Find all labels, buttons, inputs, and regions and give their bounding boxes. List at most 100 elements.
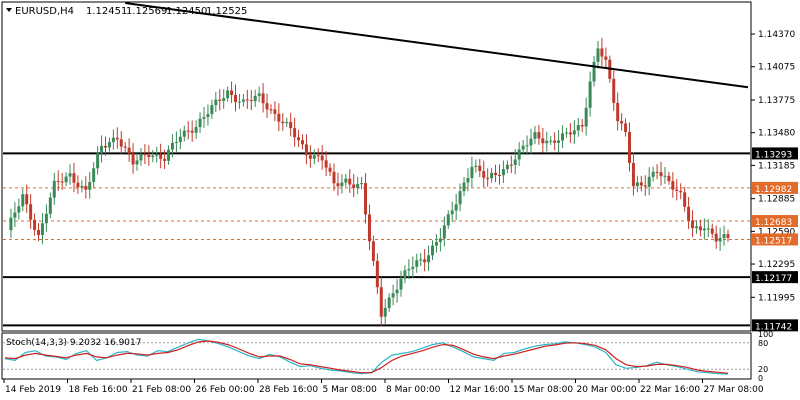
bearish-candle [553, 140, 557, 143]
bearish-candle [671, 181, 675, 190]
bullish-candle [564, 132, 568, 134]
bearish-candle [687, 206, 691, 221]
bullish-candle [647, 176, 651, 187]
bearish-candle [304, 144, 308, 156]
bullish-candle [167, 149, 171, 161]
stochastic-tick-label: 100 [758, 330, 773, 339]
bearish-candle [655, 171, 659, 173]
bullish-candle [356, 183, 360, 188]
bullish-candle [470, 166, 474, 178]
bearish-candle [316, 155, 320, 157]
bearish-candle [234, 94, 238, 102]
bullish-candle [545, 140, 549, 144]
bearish-candle [509, 164, 513, 166]
bearish-candle [60, 181, 64, 183]
bearish-candle [336, 183, 340, 187]
bullish-candle [529, 138, 533, 146]
bearish-candle [127, 147, 131, 154]
bullish-candle [139, 154, 143, 161]
bearish-candle [367, 214, 371, 242]
bullish-candle [576, 125, 580, 131]
bearish-candle [308, 155, 312, 159]
price-tick-label: 1.13775 [758, 96, 795, 106]
bearish-candle [332, 171, 336, 184]
price-tick-label: 1.12590 [758, 227, 795, 237]
symbol-label: EURUSD,H4 [15, 6, 74, 17]
bullish-candle [722, 234, 726, 239]
bearish-candle [726, 234, 730, 238]
bullish-candle [198, 118, 202, 128]
bullish-candle [399, 278, 403, 290]
bullish-candle [517, 149, 521, 160]
bullish-candle [312, 155, 316, 159]
price-level-label: 1.12683 [755, 218, 792, 228]
bullish-candle [88, 181, 92, 190]
bullish-candle [706, 228, 710, 230]
bullish-candle [48, 197, 52, 214]
bullish-candle [525, 145, 529, 147]
time-tick-label: 22 Mar 16:00 [640, 385, 700, 395]
bullish-candle [52, 180, 56, 198]
bullish-candle [391, 293, 395, 298]
price-level-tag [752, 215, 798, 228]
bearish-candle [371, 241, 375, 261]
bearish-candle [375, 260, 379, 288]
bullish-candle [462, 182, 466, 192]
bullish-candle [434, 242, 438, 246]
resistance-trendline[interactable] [125, 2, 749, 89]
bearish-candle [289, 121, 293, 129]
bullish-candle [241, 99, 245, 102]
bearish-candle [482, 171, 486, 178]
price-level-tag [752, 181, 798, 194]
time-tick-label: 28 Feb 16:00 [259, 385, 318, 395]
price-tick-label: 1.14370 [758, 30, 795, 40]
bearish-candle [710, 228, 714, 234]
bullish-candle [174, 142, 178, 144]
bearish-candle [683, 192, 687, 207]
bullish-candle [427, 255, 431, 263]
bullish-candle [340, 182, 344, 187]
bullish-candle [194, 127, 198, 133]
bullish-candle [533, 132, 537, 139]
stochastic-tick-label: 0 [758, 374, 763, 383]
bearish-candle [261, 93, 265, 104]
support-level-label: 1.12177 [755, 274, 792, 284]
bearish-candle [659, 172, 663, 177]
bullish-candle [170, 142, 174, 150]
bearish-candle [616, 102, 620, 122]
bullish-candle [438, 238, 442, 243]
bullish-candle [155, 154, 159, 156]
bearish-candle [72, 173, 76, 183]
bearish-candle [541, 138, 545, 144]
bullish-candle [411, 266, 415, 269]
bullish-candle [135, 160, 139, 165]
bearish-candle [620, 121, 624, 124]
bullish-candle [151, 155, 155, 158]
bullish-candle [111, 137, 115, 143]
support-level-label: 1.13293 [755, 150, 792, 160]
bullish-candle [442, 225, 446, 239]
bearish-candle [328, 167, 332, 172]
bearish-candle [667, 175, 671, 182]
price-tick-label: 1.13185 [758, 161, 795, 171]
bullish-candle [206, 114, 210, 117]
chart-menu-triangle-icon[interactable] [6, 8, 12, 12]
bullish-candle [718, 238, 722, 242]
bullish-candle [100, 145, 104, 154]
bullish-candle [68, 173, 72, 177]
stochastic-title: Stoch(14,3,3) 9.2032 16.9017 [6, 338, 141, 348]
support-level-tag [752, 271, 798, 284]
bearish-candle [580, 125, 584, 127]
bullish-candle [395, 289, 399, 294]
stochastic-signal-line [4, 340, 729, 374]
bullish-candle [596, 48, 600, 62]
bearish-candle [84, 186, 88, 190]
bearish-candle [131, 153, 135, 165]
bearish-candle [714, 233, 718, 242]
bullish-candle [210, 105, 214, 115]
bearish-candle [115, 137, 119, 140]
bearish-candle [245, 99, 249, 101]
bearish-candle [103, 145, 107, 148]
bearish-candle [604, 56, 608, 60]
